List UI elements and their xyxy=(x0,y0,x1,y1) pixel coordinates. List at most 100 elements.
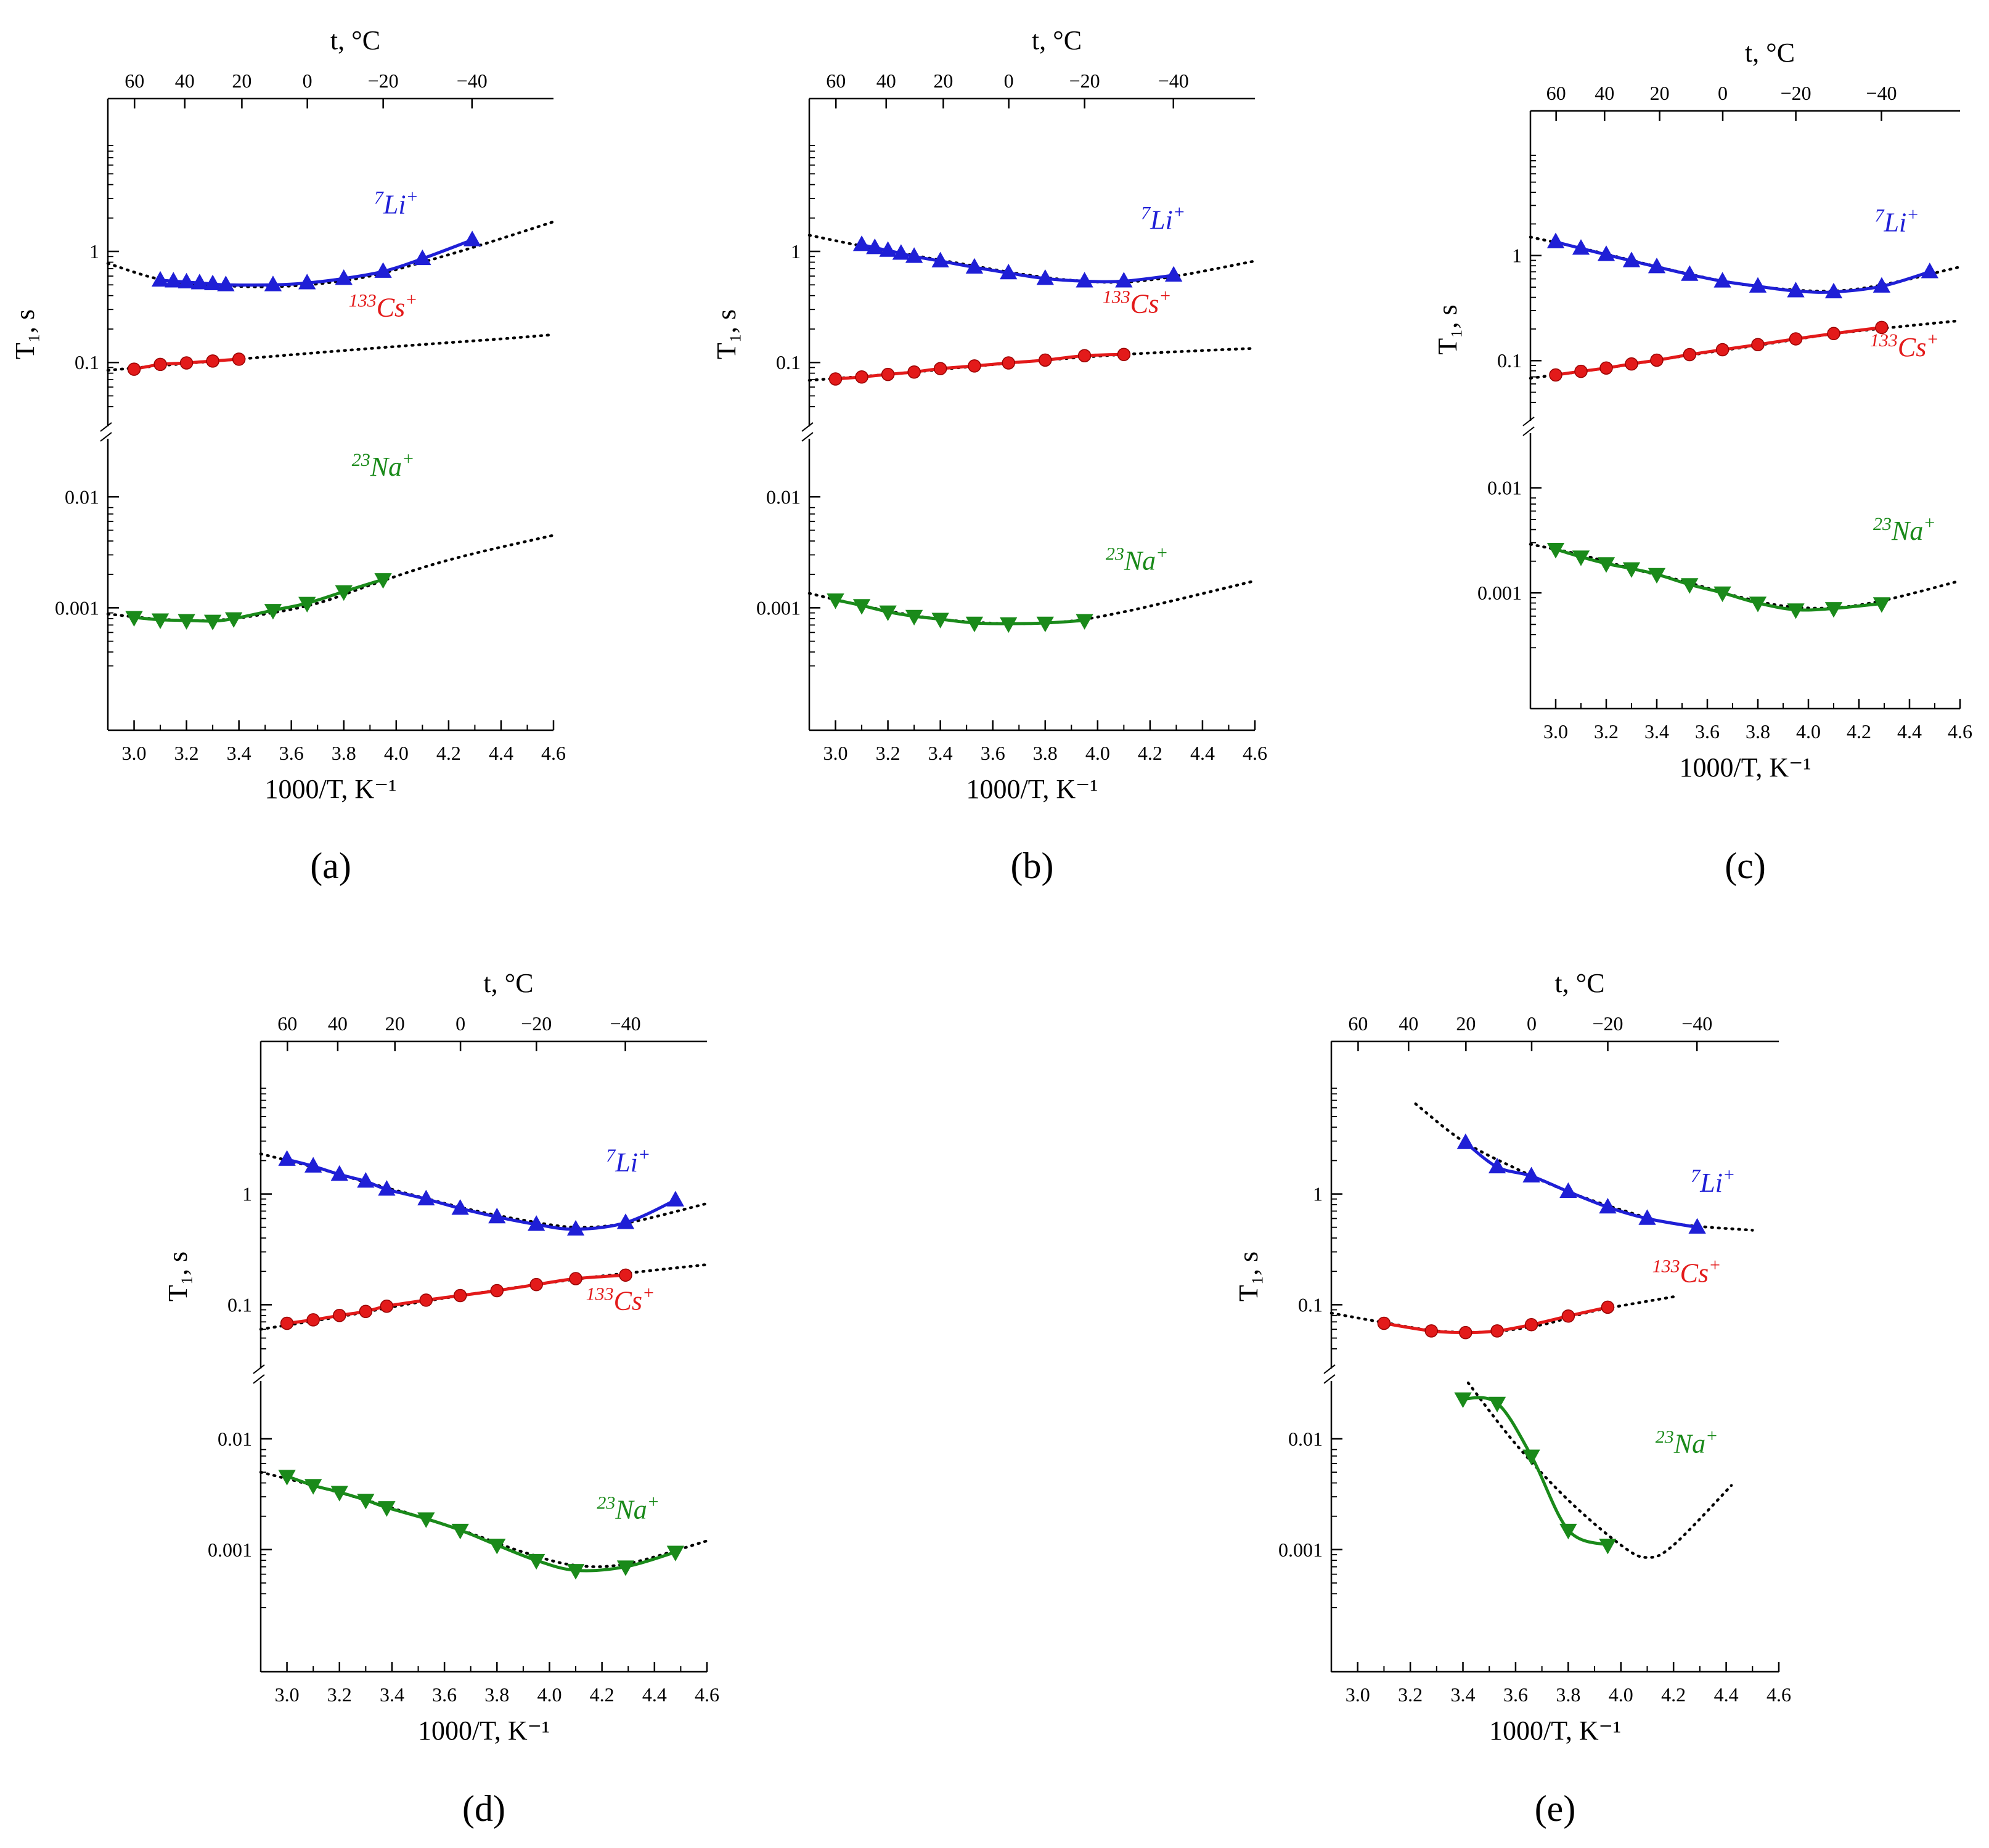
data-point xyxy=(1000,263,1018,280)
data-point xyxy=(278,1150,296,1166)
x-tick-label: 4.0 xyxy=(1796,720,1821,743)
data-point xyxy=(852,599,871,615)
top-tick-label: −20 xyxy=(1781,82,1811,104)
x-tick-label: 4.4 xyxy=(1897,720,1922,743)
data-point xyxy=(529,1277,543,1292)
data-point xyxy=(616,1213,635,1229)
data-point xyxy=(125,611,143,627)
x-tick-label: 3.4 xyxy=(1644,720,1669,743)
x-tick-label: 3.4 xyxy=(380,1683,404,1706)
x-tick-label: 4.2 xyxy=(1138,742,1162,764)
x-tick-label: 3.0 xyxy=(275,1683,300,1706)
x-tick-label: 4.4 xyxy=(489,742,513,764)
data-point xyxy=(1039,353,1052,367)
data-point xyxy=(1561,1309,1575,1323)
panel-c: 3.0 3.2 3.4 3.6 3.8 4.0 4.2 4.4 4.6 1000/T, K⁻¹ 60… xyxy=(1432,38,1972,886)
data-point xyxy=(905,247,923,263)
axis-break-mark xyxy=(1522,426,1535,436)
x-axis-label: 1000/T, K⁻¹ xyxy=(418,1716,550,1746)
x-tick-label: 3.6 xyxy=(432,1683,457,1706)
data-point xyxy=(1522,1166,1540,1182)
top-tick-label: 40 xyxy=(328,1012,348,1035)
top-tick-label: 20 xyxy=(232,70,251,92)
data-point xyxy=(417,1189,435,1206)
x-tick-label: 3.8 xyxy=(1033,742,1058,764)
series-label: 7Li+ xyxy=(1141,201,1185,235)
data-point xyxy=(1683,348,1697,362)
data-point xyxy=(1076,272,1093,288)
axis-break-gap xyxy=(1524,420,1537,433)
data-point xyxy=(1574,364,1588,378)
x-tick-label: 3.2 xyxy=(1594,720,1619,743)
top-axis-label: t, °C xyxy=(1554,968,1604,998)
y-tick-label: 0.01 xyxy=(766,486,801,508)
data-point xyxy=(1873,597,1891,613)
x-tick-label: 3.6 xyxy=(981,742,1005,764)
axis-break-mark xyxy=(100,432,112,442)
top-tick-label: −20 xyxy=(1069,70,1100,92)
data-point xyxy=(335,585,353,601)
data-point xyxy=(374,262,392,278)
series-label: 133Cs+ xyxy=(349,289,418,322)
x-tick-label: 4.2 xyxy=(1661,1683,1686,1706)
y-tick-label: 1 xyxy=(791,240,801,263)
top-tick-label: 40 xyxy=(876,70,896,92)
top-tick-label: 0 xyxy=(303,70,312,92)
x-tick-label: 4.6 xyxy=(1766,1683,1791,1706)
data-point xyxy=(453,1288,467,1303)
x-tick-label: 4.6 xyxy=(1948,720,1972,743)
data-point xyxy=(1377,1316,1391,1330)
top-tick-label: −20 xyxy=(521,1012,552,1035)
x-tick-label: 4.0 xyxy=(537,1683,562,1706)
data-point xyxy=(866,238,884,254)
data-point xyxy=(1456,1133,1474,1149)
data-point xyxy=(1681,265,1699,281)
data-point xyxy=(232,352,246,366)
data-point xyxy=(357,1494,375,1510)
y-tick-label: 0.1 xyxy=(1497,349,1522,372)
data-point xyxy=(619,1268,632,1282)
top-tick-label: 40 xyxy=(1595,82,1614,104)
data-point xyxy=(203,614,222,630)
top-axis-label: t, °C xyxy=(483,968,533,998)
top-tick-label: −40 xyxy=(1681,1012,1712,1035)
data-point xyxy=(1490,1324,1504,1338)
x-tick-label: 3.0 xyxy=(122,742,147,764)
data-point xyxy=(1488,1396,1506,1413)
axis-break-mark xyxy=(100,422,112,432)
data-point xyxy=(827,593,844,609)
top-tick-label: 60 xyxy=(1546,82,1566,104)
data-point xyxy=(1648,568,1666,584)
x-tick-label: 3.2 xyxy=(327,1683,352,1706)
data-point xyxy=(1688,1218,1706,1234)
series-line xyxy=(861,243,1174,283)
top-tick-label: 20 xyxy=(1650,82,1670,104)
top-tick-label: 0 xyxy=(455,1012,465,1035)
data-point xyxy=(828,372,843,386)
data-point xyxy=(378,1180,396,1196)
data-point xyxy=(278,1470,296,1486)
data-point xyxy=(855,370,868,384)
data-point xyxy=(905,609,923,626)
y-tick-label: 0.001 xyxy=(208,1539,252,1561)
data-point xyxy=(879,241,897,257)
panel-b: 3.0 3.2 3.4 3.6 3.8 4.0 4.2 4.4 4.6 1000/T, K⁻¹ 60… xyxy=(711,25,1267,886)
data-point xyxy=(1622,251,1641,267)
axis-break-gap xyxy=(803,426,815,439)
data-point xyxy=(1875,320,1889,335)
data-point xyxy=(165,272,182,288)
x-tick-label: 3.0 xyxy=(1543,720,1568,743)
axis-break-gap xyxy=(102,426,114,439)
data-point xyxy=(1459,1325,1472,1340)
data-point xyxy=(190,274,209,290)
data-point xyxy=(488,1207,506,1224)
y-tick-label: 0.01 xyxy=(1288,1428,1323,1450)
series-label: 133Cs+ xyxy=(1652,1255,1721,1288)
data-point xyxy=(333,1309,346,1322)
x-tick-label: 3.6 xyxy=(1695,720,1720,743)
axis-break-mark xyxy=(801,422,814,432)
data-point xyxy=(1597,245,1615,261)
data-point xyxy=(933,362,947,375)
axis-break-mark xyxy=(1522,417,1535,426)
axis-break-mark xyxy=(253,1364,265,1374)
